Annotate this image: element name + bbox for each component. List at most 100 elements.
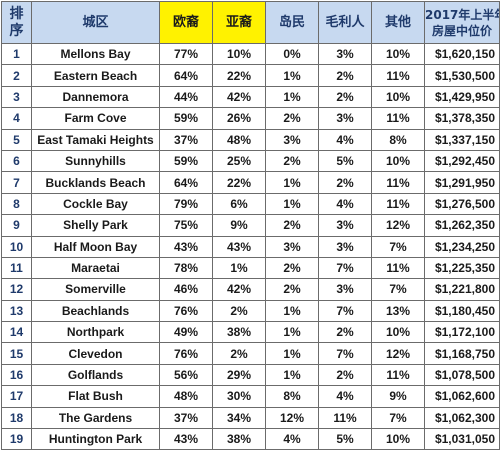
table-body: 1 Mellons Bay 77% 10% 0% 3% 10% $1,620,150 2 East… bbox=[1, 42, 500, 451]
header-rank: 排 序 bbox=[1, 1, 32, 44]
pacific-pct-cell: 1% bbox=[265, 171, 319, 194]
asian-pct-cell: 30% bbox=[212, 385, 266, 408]
european-pct-cell: 44% bbox=[159, 85, 213, 109]
maori-pct-cell: 5% bbox=[318, 149, 372, 173]
asian-pct-cell: 26% bbox=[212, 107, 266, 130]
table-row: 4 Farm Cove 59% 26% 2% 3% 11% $1,378,350 bbox=[1, 107, 500, 130]
median-price-cell: $1,078,500 bbox=[424, 363, 500, 387]
pacific-pct-cell: 4% bbox=[265, 428, 319, 451]
maori-pct-cell: 4% bbox=[318, 385, 372, 408]
table-row: 5 East Tamaki Heights 37% 48% 3% 4% 8% $1,337,1… bbox=[1, 128, 500, 151]
header-pacific: 岛民 bbox=[265, 1, 319, 44]
suburb-cell: Flat Bush bbox=[31, 385, 160, 408]
pacific-pct-cell: 2% bbox=[265, 278, 319, 301]
asian-pct-cell: 43% bbox=[212, 235, 266, 258]
asian-pct-cell: 22% bbox=[212, 64, 266, 87]
maori-pct-cell: 2% bbox=[318, 64, 372, 87]
asian-pct-cell: 22% bbox=[212, 171, 266, 194]
table-row: 17 Flat Bush 48% 30% 8% 4% 9% $1,062,600 bbox=[1, 385, 500, 408]
header-price-line1: 2017年上半年 bbox=[425, 7, 500, 22]
pacific-pct-cell: 2% bbox=[265, 149, 319, 173]
header-row: 排 序 城区 欧裔 亚裔 岛民 毛利人 其他 2017年上半年 房屋中位价 bbox=[1, 1, 500, 44]
suburb-cell: Sunnyhills bbox=[31, 149, 160, 173]
header-other: 其他 bbox=[371, 1, 425, 44]
other-pct-cell: 11% bbox=[371, 107, 425, 130]
median-price-cell: $1,225,350 bbox=[424, 256, 500, 280]
other-pct-cell: 9% bbox=[371, 385, 425, 408]
other-pct-cell: 13% bbox=[371, 299, 425, 323]
european-pct-cell: 75% bbox=[159, 214, 213, 237]
suburb-cell: East Tamaki Heights bbox=[31, 128, 160, 151]
pacific-pct-cell: 1% bbox=[265, 64, 319, 87]
median-price-cell: $1,031,050 bbox=[424, 428, 500, 451]
asian-pct-cell: 9% bbox=[212, 214, 266, 237]
suburb-cell: Half Moon Bay bbox=[31, 235, 160, 258]
header-price-line2: 房屋中位价 bbox=[431, 23, 492, 38]
european-pct-cell: 59% bbox=[159, 149, 213, 173]
suburb-cell: Clevedon bbox=[31, 342, 160, 365]
suburb-cell: Northpark bbox=[31, 321, 160, 344]
european-pct-cell: 76% bbox=[159, 342, 213, 365]
european-pct-cell: 37% bbox=[159, 406, 213, 430]
asian-pct-cell: 25% bbox=[212, 149, 266, 173]
table-row: 8 Cockle Bay 79% 6% 1% 4% 11% $1,276,500 bbox=[1, 192, 500, 216]
median-price-cell: $1,378,350 bbox=[424, 107, 500, 130]
median-price-cell: $1,172,100 bbox=[424, 321, 500, 344]
pacific-pct-cell: 12% bbox=[265, 406, 319, 430]
pacific-pct-cell: 3% bbox=[265, 235, 319, 258]
pacific-pct-cell: 1% bbox=[265, 363, 319, 387]
suburb-cell: Golflands bbox=[31, 363, 160, 387]
maori-pct-cell: 2% bbox=[318, 171, 372, 194]
pacific-pct-cell: 1% bbox=[265, 321, 319, 344]
asian-pct-cell: 2% bbox=[212, 342, 266, 365]
rank-cell: 7 bbox=[1, 171, 32, 194]
table-row: 1 Mellons Bay 77% 10% 0% 3% 10% $1,620,150 bbox=[1, 42, 500, 66]
table-row: 7 Bucklands Beach 64% 22% 1% 2% 11% $1,291,950 bbox=[1, 171, 500, 194]
rank-cell: 6 bbox=[1, 149, 32, 173]
header-suburb: 城区 bbox=[31, 1, 160, 44]
other-pct-cell: 12% bbox=[371, 342, 425, 365]
rank-cell: 1 bbox=[1, 42, 32, 66]
header-rank-line1: 排 bbox=[9, 5, 24, 22]
median-price-cell: $1,062,300 bbox=[424, 406, 500, 430]
table-row: 11 Maraetai 78% 1% 2% 7% 11% $1,225,350 bbox=[1, 256, 500, 280]
asian-pct-cell: 42% bbox=[212, 278, 266, 301]
maori-pct-cell: 3% bbox=[318, 214, 372, 237]
maori-pct-cell: 3% bbox=[318, 42, 372, 66]
table-row: 6 Sunnyhills 59% 25% 2% 5% 10% $1,292,450 bbox=[1, 149, 500, 173]
asian-pct-cell: 10% bbox=[212, 42, 266, 66]
european-pct-cell: 48% bbox=[159, 385, 213, 408]
maori-pct-cell: 3% bbox=[318, 278, 372, 301]
asian-pct-cell: 1% bbox=[212, 256, 266, 280]
pacific-pct-cell: 2% bbox=[265, 107, 319, 130]
maori-pct-cell: 3% bbox=[318, 107, 372, 130]
maori-pct-cell: 3% bbox=[318, 235, 372, 258]
european-pct-cell: 56% bbox=[159, 363, 213, 387]
other-pct-cell: 7% bbox=[371, 235, 425, 258]
other-pct-cell: 7% bbox=[371, 278, 425, 301]
pacific-pct-cell: 1% bbox=[265, 299, 319, 323]
table-row: 13 Beachlands 76% 2% 1% 7% 13% $1,180,450 bbox=[1, 299, 500, 323]
asian-pct-cell: 42% bbox=[212, 85, 266, 109]
suburb-cell: The Gardens bbox=[31, 406, 160, 430]
median-price-cell: $1,429,950 bbox=[424, 85, 500, 109]
maori-pct-cell: 2% bbox=[318, 363, 372, 387]
european-pct-cell: 76% bbox=[159, 299, 213, 323]
header-asian: 亚裔 bbox=[212, 1, 266, 44]
rank-cell: 13 bbox=[1, 299, 32, 323]
rank-cell: 5 bbox=[1, 128, 32, 151]
header-rank-line2: 序 bbox=[9, 22, 24, 39]
maori-pct-cell: 4% bbox=[318, 192, 372, 216]
other-pct-cell: 10% bbox=[371, 428, 425, 451]
maori-pct-cell: 11% bbox=[318, 406, 372, 430]
suburb-cell: Huntington Park bbox=[31, 428, 160, 451]
other-pct-cell: 11% bbox=[371, 171, 425, 194]
median-price-cell: $1,234,250 bbox=[424, 235, 500, 258]
median-price-cell: $1,221,800 bbox=[424, 278, 500, 301]
header-median-price: 2017年上半年 房屋中位价 bbox=[424, 1, 500, 44]
european-pct-cell: 59% bbox=[159, 107, 213, 130]
other-pct-cell: 8% bbox=[371, 128, 425, 151]
european-pct-cell: 37% bbox=[159, 128, 213, 151]
table-row: 15 Clevedon 76% 2% 1% 7% 12% $1,168,750 bbox=[1, 342, 500, 365]
